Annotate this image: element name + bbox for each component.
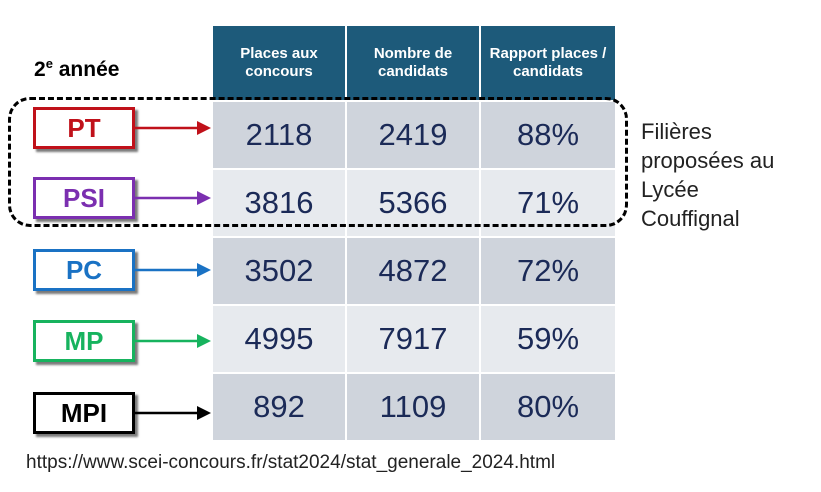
year-label: 2e année — [34, 56, 120, 81]
arrow-pt — [135, 121, 211, 135]
arrow-pc — [135, 263, 211, 277]
filiere-label-pc: PC — [33, 249, 135, 291]
cell-candidats: 1109 — [345, 372, 481, 442]
cell-places: 4995 — [211, 304, 347, 374]
side-note-line: Lycée — [641, 177, 699, 202]
side-note-line: Couffignal — [641, 206, 740, 231]
cell-candidats: 2419 — [345, 100, 481, 170]
header-places: Places aux concours — [211, 24, 347, 102]
cell-rapport: 88% — [479, 100, 617, 170]
header-candidats: Nombre de candidats — [345, 24, 481, 102]
header-rapport: Rapport places / candidats — [479, 24, 617, 102]
stats-table: Places aux concours Nombre de candidats … — [211, 24, 617, 442]
side-note: Filières proposées au Lycée Couffignal — [641, 117, 821, 233]
cell-places: 3502 — [211, 236, 347, 306]
cell-places: 2118 — [211, 100, 347, 170]
filiere-label-mpi: MPI — [33, 392, 135, 434]
table-header-row: Places aux concours Nombre de candidats … — [211, 24, 617, 102]
table-row: 3816 5366 71% — [211, 168, 617, 238]
source-url: https://www.scei-concours.fr/stat2024/st… — [26, 452, 556, 473]
filiere-label-mp: MP — [33, 320, 135, 362]
table-row: 4995 7917 59% — [211, 304, 617, 374]
side-note-line: Filières — [641, 119, 712, 144]
table-row: 2118 2419 88% — [211, 100, 617, 170]
table-row: 3502 4872 72% — [211, 236, 617, 306]
arrow-mp — [135, 334, 211, 348]
cell-candidats: 4872 — [345, 236, 481, 306]
cell-candidats: 7917 — [345, 304, 481, 374]
cell-rapport: 59% — [479, 304, 617, 374]
cell-rapport: 80% — [479, 372, 617, 442]
arrow-mpi — [135, 406, 211, 420]
filiere-label-psi: PSI — [33, 177, 135, 219]
arrow-psi — [135, 191, 211, 205]
cell-rapport: 72% — [479, 236, 617, 306]
filiere-label-pt: PT — [33, 107, 135, 149]
cell-places: 892 — [211, 372, 347, 442]
table-row: 892 1109 80% — [211, 372, 617, 442]
lycee-filieres-highlight — [8, 97, 628, 227]
side-note-line: proposées au — [641, 148, 775, 173]
